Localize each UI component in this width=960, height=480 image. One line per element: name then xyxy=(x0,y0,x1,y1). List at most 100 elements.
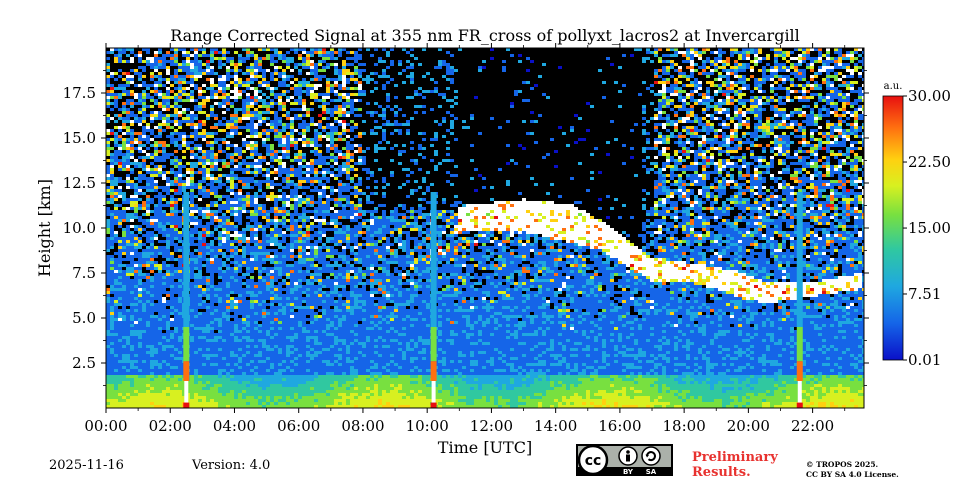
heatmap-cell xyxy=(222,180,227,184)
heatmap-cell xyxy=(170,264,175,268)
heatmap-cell xyxy=(158,69,163,73)
heatmap-cell xyxy=(122,117,127,121)
heatmap-cell xyxy=(202,360,207,364)
heatmap-cell xyxy=(210,390,215,394)
heatmap-cell xyxy=(210,216,215,220)
heatmap-cell xyxy=(154,219,159,223)
heatmap-cell xyxy=(154,96,159,100)
heatmap-cell xyxy=(106,240,111,244)
heatmap-cell xyxy=(250,201,255,205)
heatmap-cell xyxy=(110,255,115,259)
heatmap-cell xyxy=(154,204,159,208)
heatmap-cell xyxy=(158,222,163,226)
heatmap-cell xyxy=(206,327,211,331)
heatmap-cell xyxy=(202,321,207,325)
heatmap-cell xyxy=(242,48,247,52)
heatmap-cell xyxy=(162,204,167,208)
heatmap-cell xyxy=(254,198,259,202)
heatmap-cell xyxy=(262,357,267,361)
heatmap-cell xyxy=(170,198,175,202)
heatmap-cell xyxy=(202,234,207,238)
heatmap-cell xyxy=(114,384,119,388)
heatmap-cell xyxy=(142,66,147,70)
heatmap-cell xyxy=(202,210,207,214)
heatmap-cell xyxy=(238,228,243,232)
heatmap-cell xyxy=(234,141,239,145)
heatmap-cell xyxy=(206,102,211,106)
heatmap-cell xyxy=(206,165,211,169)
heatmap-cell xyxy=(218,162,223,166)
heatmap-cell xyxy=(118,270,123,274)
heatmap-cell xyxy=(114,342,119,346)
heatmap-cell xyxy=(250,225,255,229)
heatmap-cell xyxy=(106,144,111,148)
heatmap-cell xyxy=(154,285,159,289)
heatmap-cell xyxy=(238,48,243,52)
heatmap-cell xyxy=(114,345,119,349)
heatmap-cell xyxy=(254,330,259,334)
heatmap-cell xyxy=(266,174,271,178)
heatmap-cell xyxy=(258,378,263,382)
heatmap-cell xyxy=(242,249,247,253)
heatmap-cell xyxy=(226,264,231,268)
heatmap-cell xyxy=(130,225,135,229)
heatmap-cell xyxy=(254,396,259,400)
heatmap-cell xyxy=(110,354,115,358)
heatmap-cell xyxy=(246,201,251,205)
heatmap-cell xyxy=(174,57,179,61)
heatmap-cell xyxy=(210,258,215,262)
heatmap-cell xyxy=(246,270,251,274)
heatmap-cell xyxy=(126,99,131,103)
heatmap-cell xyxy=(158,87,163,91)
heatmap-cell xyxy=(142,288,147,292)
heatmap-cell xyxy=(210,108,215,112)
heatmap-cell xyxy=(114,363,119,367)
heatmap-cell xyxy=(142,300,147,304)
heatmap-cell xyxy=(114,51,119,55)
heatmap-cell xyxy=(262,228,267,232)
heatmap-cell xyxy=(150,168,155,172)
heatmap-cell xyxy=(194,357,199,361)
heatmap-cell xyxy=(142,342,147,346)
heatmap-cell xyxy=(122,402,127,406)
heatmap-cell xyxy=(194,360,199,364)
heatmap-cell xyxy=(170,177,175,181)
heatmap-cell xyxy=(158,186,163,190)
heatmap-cell xyxy=(118,306,123,310)
heatmap-cell xyxy=(126,384,131,388)
heatmap-cell xyxy=(130,150,135,154)
heatmap-cell xyxy=(146,54,151,58)
heatmap-cell xyxy=(194,153,199,157)
heatmap-cell xyxy=(198,69,203,73)
heatmap-cell xyxy=(158,72,163,76)
heatmap-cell xyxy=(178,273,183,277)
heatmap-cell xyxy=(126,159,131,163)
heatmap-cell xyxy=(238,156,243,160)
heatmap-cell xyxy=(178,192,183,196)
heatmap-cell xyxy=(110,357,115,361)
heatmap-cell xyxy=(186,123,191,127)
heatmap-cell xyxy=(166,96,171,100)
heatmap-cell xyxy=(230,216,235,220)
heatmap-cell xyxy=(238,348,243,352)
heatmap-cell xyxy=(150,222,155,226)
heatmap-cell xyxy=(142,147,147,151)
heatmap-cell xyxy=(262,225,267,229)
heatmap-cell xyxy=(150,399,155,403)
heatmap-cell xyxy=(126,138,131,142)
heatmap-cell xyxy=(142,333,147,337)
heatmap-cell xyxy=(262,327,267,331)
heatmap-cell xyxy=(250,318,255,322)
heatmap-cell xyxy=(258,357,263,361)
heatmap-cell xyxy=(198,387,203,391)
heatmap-cell xyxy=(206,90,211,94)
heatmap-cell xyxy=(242,189,247,193)
heatmap-cell xyxy=(202,66,207,70)
heatmap-cell xyxy=(110,360,115,364)
heatmap-cell xyxy=(206,279,211,283)
heatmap-cell xyxy=(238,330,243,334)
heatmap-cell xyxy=(174,309,179,313)
heatmap-cell xyxy=(198,78,203,82)
heatmap-cell xyxy=(226,78,231,82)
heatmap-cell xyxy=(190,327,195,331)
